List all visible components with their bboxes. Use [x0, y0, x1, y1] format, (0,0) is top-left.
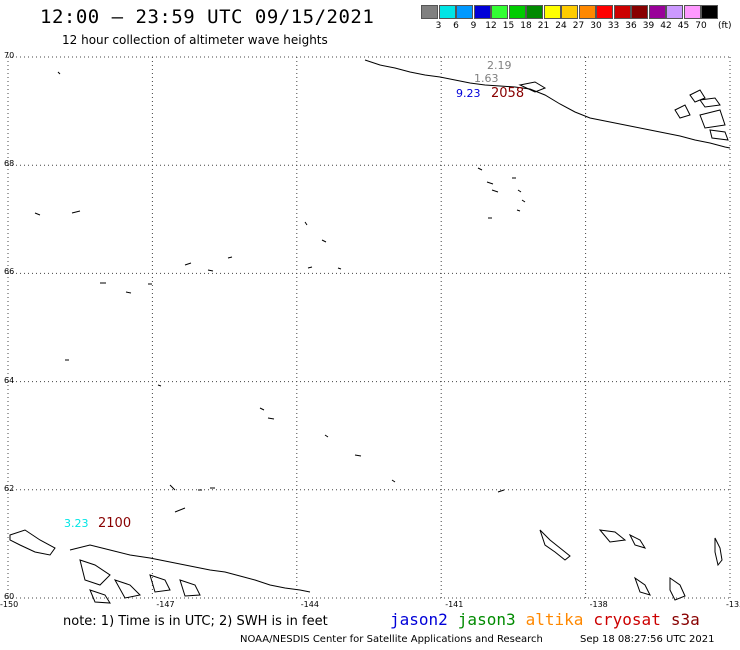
latitude-label: 60 [4, 592, 15, 601]
legend-tick-label: 24 [555, 21, 567, 31]
obs-value-cyan: 3.23 [64, 517, 89, 530]
longitude-label: -144 [300, 600, 319, 609]
units-note: note: 1) Time is in UTC; 2) SWH is in fe… [63, 614, 328, 629]
longitude-label: -141 [445, 600, 464, 609]
map-subtitle: 12 hour collection of altimeter wave hei… [62, 33, 328, 47]
legend-swatch [508, 5, 526, 19]
satellite-jason3: jason3 [457, 610, 516, 629]
legend-tick-label: 9 [470, 21, 477, 31]
obs-value-gray-2: 1.63 [474, 72, 499, 85]
longitude-label: -150 [0, 600, 19, 609]
legend-tick-label: 15 [502, 21, 515, 31]
legend-tick-label: 6 [453, 21, 459, 31]
north-islands [518, 81, 729, 141]
lat-lon-grid [7, 56, 731, 599]
legend-swatch [491, 5, 508, 19]
legend-tick-label: 30 [590, 21, 602, 31]
latitude-label: 66 [4, 267, 15, 277]
legend-swatch [578, 5, 596, 19]
longitude-label: -138 [589, 600, 608, 609]
credit-line: NOAA/NESDIS Center for Satellite Applica… [240, 634, 543, 645]
satellite-legend: jason2 jason3 altika cryosat s3a [390, 610, 710, 629]
legend-swatch [421, 5, 438, 19]
longitude-label: -147 [156, 600, 175, 609]
obs-value-blue: 9.23 [456, 87, 481, 100]
legend-tick-label: 18 [520, 21, 532, 31]
legend-swatch [613, 5, 631, 19]
legend-swatch [473, 5, 491, 19]
legend-swatch [456, 5, 473, 19]
legend-swatch [683, 5, 701, 19]
obs-value-gray-1: 2.19 [487, 59, 512, 72]
legend-unit: (ft) [718, 21, 732, 31]
legend-tick-label: 70 [695, 21, 707, 31]
satellite-altika: altika [525, 610, 584, 629]
latitude-label: 64 [4, 375, 15, 385]
southeast-coast [539, 529, 723, 601]
southwest-coast [9, 529, 311, 593]
legend-tick-label: 36 [625, 21, 637, 31]
legend-ticks: (ft) 3 6 9 12 15 18 21 24 27 30 33 36 39 42 45 70 [421, 19, 732, 33]
satellite-cryosat: cryosat [593, 610, 661, 629]
map-title: 12:00 – 23:59 UTC 09/15/2021 [40, 6, 375, 28]
satellite-s3a: s3a [670, 610, 700, 629]
coastline [9, 59, 731, 604]
legend-tick-label: 3 [435, 21, 442, 31]
obs-time-south: 2100 [98, 516, 132, 531]
color-legend: (ft) 3 6 9 12 15 18 21 24 27 30 33 36 39 42 45 70 [421, 5, 732, 33]
southwest-islands [79, 559, 201, 604]
legend-swatch [526, 5, 543, 19]
legend-swatch [631, 5, 648, 19]
latitude-label: 62 [4, 483, 15, 493]
legend-swatch [438, 5, 456, 19]
legend-tick-label: 39 [642, 21, 655, 31]
legend-tick-label: 33 [607, 21, 620, 31]
legend-swatch [648, 5, 666, 19]
interior-lakes [34, 71, 526, 513]
legend-swatch [543, 5, 561, 19]
legend-tick-label: 45 [677, 21, 690, 31]
legend-tick-label: 12 [485, 21, 497, 31]
longitude-label: -135 [726, 600, 740, 609]
legend-swatch [701, 5, 718, 19]
legend-swatch [666, 5, 683, 19]
satellite-jason2: jason2 [390, 610, 448, 629]
north-coast [364, 59, 731, 149]
generated-timestamp: Sep 18 08:27:56 UTC 2021 [580, 634, 715, 645]
latitude-label: 68 [4, 159, 15, 169]
latitude-label: 70 [4, 51, 15, 60]
legend-swatch [561, 5, 578, 19]
legend-tick-label: 42 [660, 21, 672, 31]
obs-time-north: 2058 [491, 86, 525, 101]
legend-swatch [596, 5, 613, 19]
legend-tick-label: 27 [572, 21, 585, 31]
legend-swatches [421, 5, 719, 19]
legend-tick-label: 21 [537, 21, 550, 31]
